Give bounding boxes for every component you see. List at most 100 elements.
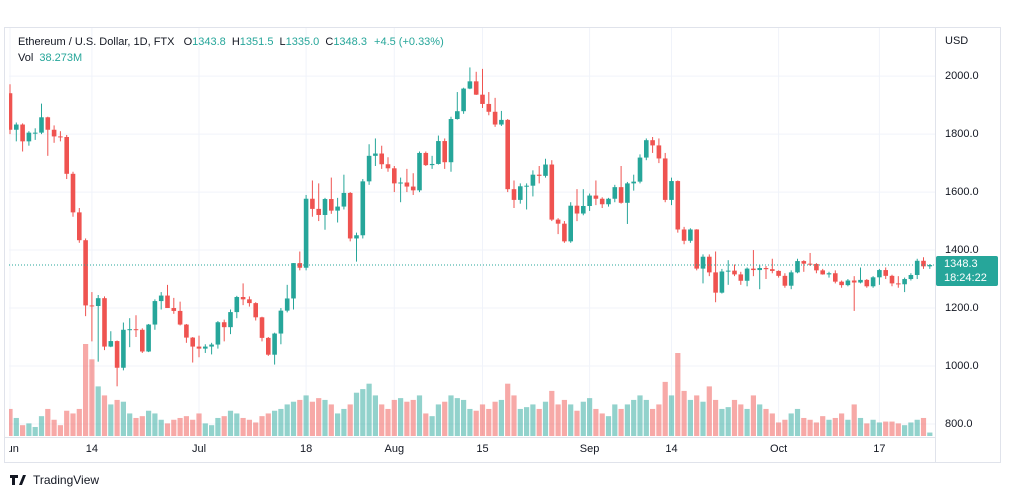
volume-bar	[353, 392, 360, 436]
candle-body	[146, 324, 151, 352]
candle-body	[26, 132, 32, 142]
y-tick-label: 1400.0	[945, 244, 979, 256]
candle-body	[39, 117, 44, 133]
volume-bar	[120, 401, 126, 436]
candle-body	[524, 185, 529, 187]
volume-bar	[221, 416, 227, 436]
volume-bar	[668, 395, 675, 436]
candle-body	[757, 268, 762, 271]
volume-bar	[215, 417, 221, 436]
volume-bar	[341, 408, 347, 436]
volume-bar	[706, 386, 712, 436]
candle-body	[732, 270, 737, 275]
candle-body	[398, 182, 403, 184]
y-tick-label: 1000.0	[945, 360, 979, 372]
volume-bar	[454, 398, 460, 436]
candle-body	[379, 153, 384, 165]
volume-bar	[404, 401, 410, 436]
volume-bar	[360, 389, 366, 436]
candle-body	[473, 81, 479, 95]
candle-body	[511, 189, 517, 200]
candle-body	[51, 129, 57, 137]
volume-bar	[51, 419, 57, 436]
volume-bar	[278, 408, 284, 436]
candle-body	[574, 205, 580, 214]
volume-bar	[593, 408, 599, 436]
volume-legend: Vol 38.273M	[18, 52, 82, 64]
y-tick-label: 800.0	[945, 418, 973, 430]
volume-bar	[202, 423, 208, 436]
candle-body	[102, 298, 107, 347]
candle-body	[700, 256, 706, 269]
candle-body	[190, 337, 195, 347]
candle-body	[221, 322, 227, 328]
volume-bar	[183, 416, 189, 436]
candle-body	[562, 223, 567, 242]
volume-bar	[139, 416, 145, 436]
volume-bar	[284, 404, 290, 436]
volume-bar	[146, 410, 152, 436]
candle-body	[637, 157, 643, 182]
volume-bar	[757, 404, 763, 436]
volume-bar	[448, 395, 454, 436]
volume-bar	[807, 419, 813, 436]
volume-bar	[782, 419, 788, 436]
candle-body	[108, 341, 114, 347]
volume-bar	[725, 407, 731, 436]
candle-body	[770, 269, 775, 271]
candle-body	[826, 273, 832, 275]
candle-body	[32, 132, 38, 134]
volume-bar	[656, 404, 662, 436]
logo-icon	[10, 475, 26, 485]
y-tick-label: 2000.0	[945, 70, 979, 82]
volume-bar	[108, 404, 114, 436]
ohlc-key: O	[184, 36, 193, 48]
volume-bar	[379, 404, 385, 436]
volume-bar	[920, 417, 927, 436]
volume-bar	[309, 401, 315, 436]
candle-body	[833, 273, 838, 282]
volume-bar	[492, 401, 498, 436]
volume-bar	[45, 408, 51, 436]
candle-body	[83, 240, 88, 306]
candle-body	[196, 346, 202, 349]
candle-body	[581, 205, 586, 214]
candle-body	[599, 198, 605, 205]
volume-bar	[624, 404, 630, 436]
candle-body	[801, 261, 807, 264]
candle-body	[795, 261, 800, 273]
volume-bar	[845, 419, 851, 436]
candle-body	[360, 181, 366, 236]
candle-body	[776, 270, 781, 276]
volume-bar	[580, 401, 586, 436]
volume-bar	[650, 408, 656, 436]
candle-body	[807, 263, 813, 265]
volume-bar	[820, 416, 826, 436]
candle-body	[404, 182, 410, 187]
candle-body	[927, 265, 933, 267]
candle-body	[694, 229, 699, 269]
volume-bar	[631, 399, 637, 436]
candles	[9, 67, 935, 387]
volume-bar	[196, 413, 202, 436]
volume-bar	[328, 404, 334, 436]
ohlc-key: L	[280, 36, 286, 48]
candle-body	[310, 198, 315, 209]
x-tick-label: 14	[665, 443, 677, 455]
volume-bar	[738, 404, 744, 436]
candle-body	[45, 117, 51, 130]
candle-body	[839, 281, 844, 286]
candle-body	[631, 181, 636, 184]
candle-body	[688, 229, 693, 241]
candle-body	[448, 119, 454, 163]
candle-body	[883, 270, 888, 276]
volume-bar	[171, 419, 177, 436]
volume-bar	[687, 399, 693, 436]
volume-bar	[38, 416, 45, 436]
volume-bar	[322, 399, 328, 436]
candle-body	[618, 187, 624, 203]
volume-bar	[209, 425, 215, 436]
candle-body	[606, 198, 611, 205]
volume-bar	[876, 422, 882, 436]
candle-body	[719, 271, 725, 293]
